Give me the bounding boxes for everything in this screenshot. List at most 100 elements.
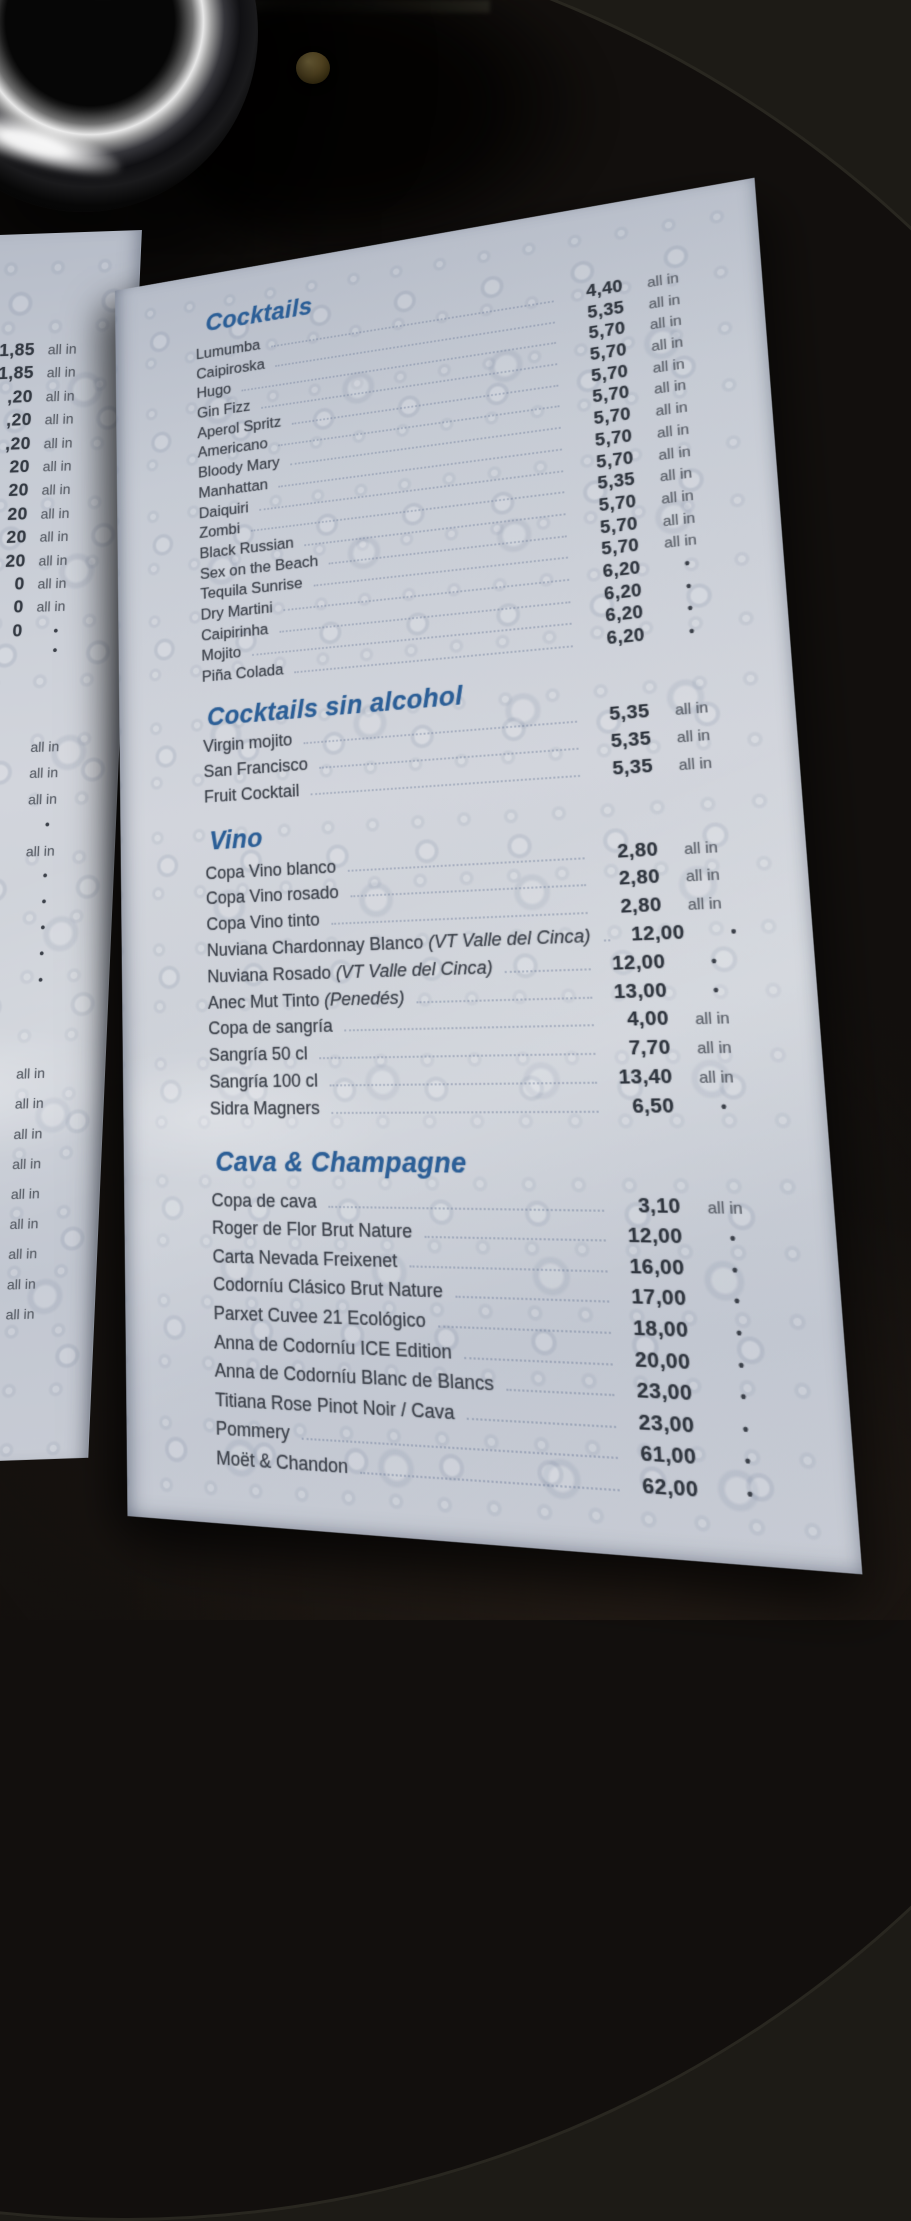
item-price: 5,35 [584,700,650,727]
item-tag: all in [668,1009,756,1029]
item-tag: all in [653,752,738,775]
left-item-price: ,20 [0,433,31,456]
dot-leader [467,1417,616,1427]
left-item-tag: all in [39,528,68,545]
item-tag: all in [651,724,736,748]
dot-leader [311,775,580,795]
photo-of-drinks-menu: { "colors":{ "heading_blue":"#2c5f97", "… [0,0,911,1620]
left-item-tag: • [20,972,43,988]
item-price: 61,00 [626,1442,697,1472]
left-item-tag: all in [11,1186,40,1203]
item-price: 3,10 [612,1194,682,1219]
item-tag: • [684,1260,774,1280]
item-tag: • [667,980,754,1000]
left-page-row: • [0,640,123,669]
brass-stud [296,52,330,84]
item-price: 20,00 [621,1347,692,1375]
item-tag: all in [661,894,748,916]
item-price: 12,00 [617,922,685,948]
item-tag: all in [680,1198,770,1218]
left-item-tag: all in [8,1246,37,1263]
item-price: 18,00 [619,1316,690,1343]
item-tag: all in [660,865,746,887]
left-item-tag: • [25,868,48,884]
dot-leader [456,1296,610,1303]
left-item-price [0,656,22,658]
item-name: Copa Vino tinto [206,910,320,935]
left-item-price [0,753,17,755]
left-item-price [0,907,11,909]
left-item-price [0,1080,3,1082]
item-tag: • [686,1291,776,1312]
left-item-price: ,20 [0,386,33,409]
left-item-price: 0 [0,597,24,620]
item-note: (VT Valle del Cinca) [331,957,493,983]
left-item-tag: all in [44,411,73,428]
left-item-tag: all in [28,790,57,807]
item-price: 2,80 [594,866,661,892]
item-name: Roger de Flor Brut Nature [212,1218,413,1244]
left-item-tag: all in [29,764,58,781]
left-item-price [0,1110,2,1112]
item-price: 23,00 [622,1379,693,1408]
item-tag: • [644,620,728,644]
item-price: 62,00 [628,1473,700,1503]
item-price: 13,00 [600,979,668,1004]
dot-leader [507,1389,615,1397]
section-title: Cava & Champagne [215,1146,767,1181]
item-name: Sidra Magners [210,1098,320,1120]
left-item-tag: • [35,623,58,639]
item-price: 5,35 [586,728,652,755]
left-item-price [0,881,12,883]
left-item-tag: all in [48,340,77,357]
item-tag: • [690,1354,781,1376]
left-item-price [0,830,14,832]
left-item-price [0,985,7,987]
left-item-price [0,959,8,961]
item-tag: all in [672,1068,760,1088]
dot-leader [464,1357,612,1366]
item-price: 23,00 [624,1410,695,1439]
left-item-tag: all in [43,434,72,451]
left-item-tag: all in [13,1125,42,1142]
left-item-price: 20 [0,550,26,573]
item-name: Virgin mojito [203,730,292,757]
item-note: (Penedés) [319,987,405,1009]
item-name: Copa de sangría [208,1016,333,1040]
left-item-tag: all in [36,598,65,615]
item-tag: • [688,1322,779,1344]
left-item-tag: • [22,920,45,936]
left-item-price: 1,85 [0,339,35,362]
dot-leader [350,885,586,898]
dot-leader [348,857,585,872]
left-item-tag: all in [30,739,59,756]
item-tag: • [694,1417,786,1441]
item-name: Pommery [216,1418,291,1445]
dot-leader [425,1236,606,1242]
item-price: 2,80 [595,894,662,920]
left-item-tag: all in [5,1306,34,1323]
item-price: 17,00 [617,1286,687,1313]
ashtray-highlight [0,98,127,190]
dot-leader [330,1082,597,1087]
item-price: 12,00 [598,951,666,976]
item-tag: all in [658,837,744,859]
left-item-price: 20 [0,503,28,526]
item-name: Mojito [201,643,241,665]
dot-leader [438,1325,611,1334]
item-tag: all in [670,1038,758,1058]
ashtray-highlight [83,0,230,7]
item-price: 12,00 [614,1224,684,1250]
item-price: 13,40 [605,1066,674,1090]
left-item-tag: all in [12,1156,41,1173]
left-item-price: 20 [0,456,30,479]
left-item-tag: all in [42,458,71,475]
dot-leader [603,939,609,941]
item-tag: • [692,1385,783,1408]
left-item-price: 1,85 [0,362,34,385]
